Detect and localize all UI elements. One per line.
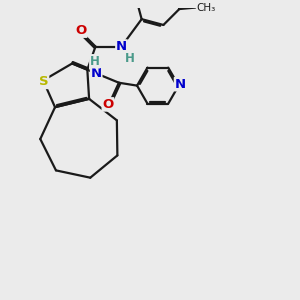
- Text: O: O: [102, 98, 113, 111]
- Text: N: N: [116, 40, 127, 53]
- Text: O: O: [75, 24, 87, 37]
- Text: H: H: [90, 55, 100, 68]
- Text: N: N: [91, 67, 102, 80]
- Text: N: N: [175, 78, 186, 91]
- Text: H: H: [125, 52, 135, 64]
- Text: CH₃: CH₃: [197, 3, 216, 13]
- Text: S: S: [39, 75, 49, 88]
